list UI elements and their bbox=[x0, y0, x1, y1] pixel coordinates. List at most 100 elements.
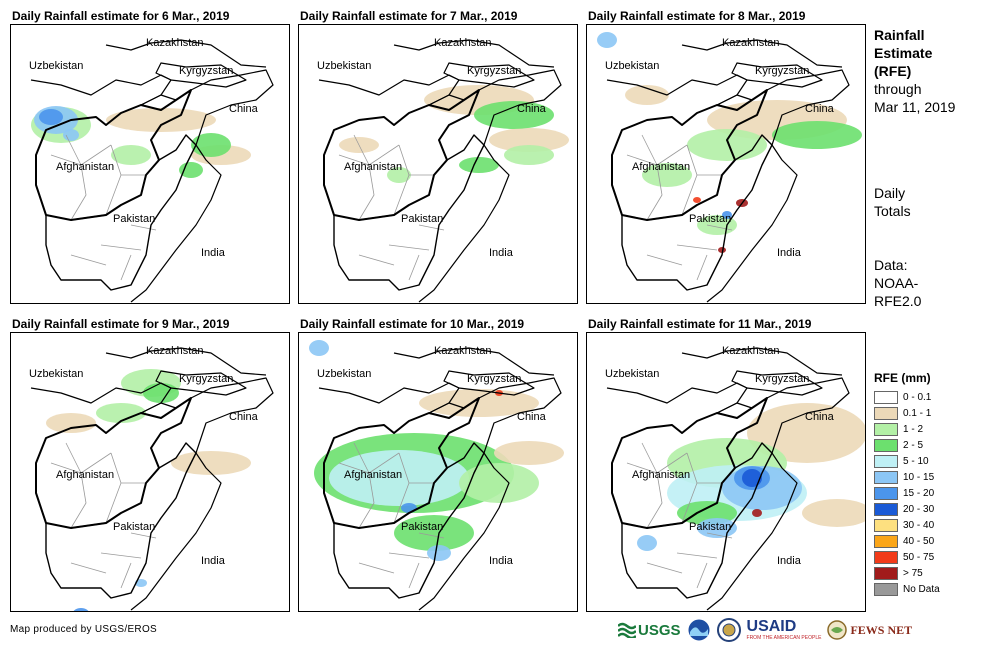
map-label-pakistan: Pakistan bbox=[401, 213, 444, 225]
fewsnet-logo: FEWS NET bbox=[827, 620, 912, 640]
province-boundary bbox=[70, 472, 87, 529]
province-boundary bbox=[100, 552, 142, 559]
map-label-uzbekistan: Uzbekistan bbox=[317, 368, 372, 380]
province-boundary bbox=[696, 562, 708, 589]
country-boundary bbox=[681, 39, 843, 68]
legend-item: 5 - 10 bbox=[874, 454, 940, 469]
credit-text: Map produced by USGS/EROS bbox=[10, 624, 158, 635]
legend-label: 1 - 2 bbox=[903, 424, 924, 435]
map-frame: Kazakhstan Uzbekistan Kyrgyzstan China Afgha… bbox=[10, 24, 290, 304]
map-label-china: China bbox=[805, 103, 834, 115]
side-title-line: Rainfall bbox=[874, 27, 925, 43]
province-boundary bbox=[70, 562, 107, 574]
rainfall-area bbox=[329, 450, 469, 506]
fewsnet-text: FEWS NET bbox=[850, 622, 913, 637]
legend-swatch bbox=[874, 519, 898, 532]
rainfall-area bbox=[637, 535, 657, 551]
rainfall-area bbox=[802, 499, 865, 527]
map-label-india: India bbox=[489, 247, 513, 259]
rainfall-area bbox=[63, 129, 79, 141]
legend-swatch bbox=[874, 439, 898, 452]
map-label-afghanistan: Afghanistan bbox=[632, 161, 691, 173]
legend-title: RFE (mm) bbox=[874, 371, 931, 385]
map-label-kyrgyzstan: Kyrgyzstan bbox=[755, 373, 810, 385]
map-label-uzbekistan: Uzbekistan bbox=[317, 60, 372, 72]
pakistan-boundary bbox=[333, 134, 485, 291]
province-boundary bbox=[70, 254, 107, 266]
side-through: through bbox=[874, 81, 922, 97]
side-data-line: RFE2.0 bbox=[874, 293, 922, 309]
legend-label: 15 - 20 bbox=[903, 488, 935, 499]
province-boundary bbox=[408, 562, 420, 589]
province-boundary bbox=[358, 164, 375, 221]
rainfall-area bbox=[401, 503, 417, 513]
country-boundary bbox=[105, 347, 267, 376]
map-graphic bbox=[30, 39, 274, 303]
legend-swatch bbox=[874, 503, 898, 516]
rainfall-panel-3: Daily Rainfall estimate for 8 Mar., 2019… bbox=[586, 8, 866, 304]
panel-title: Daily Rainfall estimate for 10 Mar., 201… bbox=[300, 317, 525, 331]
usgs-wave-icon bbox=[618, 622, 636, 638]
map-label-uzbekistan: Uzbekistan bbox=[29, 368, 84, 380]
legend-item: > 75 bbox=[874, 566, 940, 581]
side-title-line: (RFE) bbox=[874, 63, 912, 79]
rainfall-area bbox=[419, 389, 539, 417]
province-boundary bbox=[65, 442, 82, 474]
country-boundary bbox=[393, 347, 555, 376]
noaa-emblem-icon bbox=[687, 618, 711, 642]
map-label-uzbekistan: Uzbekistan bbox=[29, 60, 84, 72]
province-boundary bbox=[646, 472, 663, 529]
legend-label: 10 - 15 bbox=[903, 472, 935, 483]
rainfall-area bbox=[625, 85, 669, 105]
rainfall-area bbox=[718, 247, 726, 253]
legend-swatch bbox=[874, 535, 898, 548]
side-daily-totals: Daily Totals bbox=[874, 184, 911, 220]
rainfall-area bbox=[394, 515, 474, 551]
rainfall-area bbox=[135, 579, 147, 587]
legend-item: 0.1 - 1 bbox=[874, 406, 940, 421]
map-label-afghanistan: Afghanistan bbox=[56, 161, 115, 173]
country-boundary bbox=[175, 69, 274, 146]
legend-swatch bbox=[874, 423, 898, 436]
fewsnet-globe-icon bbox=[827, 620, 848, 640]
province-boundary bbox=[408, 254, 420, 281]
map-label-kyrgyzstan: Kyrgyzstan bbox=[179, 65, 234, 77]
side-title: Rainfall Estimate (RFE) through Mar 11, … bbox=[874, 26, 955, 116]
map-label-india: India bbox=[201, 555, 225, 567]
country-boundary bbox=[418, 144, 510, 303]
province-boundary bbox=[646, 254, 683, 266]
map-label-china: China bbox=[517, 103, 546, 115]
map-label-india: India bbox=[777, 247, 801, 259]
map-label-pakistan: Pakistan bbox=[689, 521, 732, 533]
legend-label: 0 - 0.1 bbox=[903, 392, 932, 403]
country-boundary bbox=[751, 69, 850, 146]
rainfall-area bbox=[504, 145, 554, 165]
map-label-kyrgyzstan: Kyrgyzstan bbox=[467, 65, 522, 77]
pakistan-boundary bbox=[45, 442, 197, 599]
rainfall-area bbox=[459, 463, 539, 503]
legend-label: > 75 bbox=[903, 568, 923, 579]
legend-label: No Data bbox=[903, 584, 940, 595]
rainfall-area bbox=[597, 32, 617, 48]
panel-title: Daily Rainfall estimate for 9 Mar., 2019 bbox=[12, 317, 230, 331]
map-label-afghanistan: Afghanistan bbox=[632, 469, 691, 481]
rainfall-area bbox=[73, 608, 89, 611]
province-boundary bbox=[388, 552, 430, 559]
rainfall-area bbox=[179, 162, 203, 178]
province-boundary bbox=[358, 254, 395, 266]
map-label-kazakhstan: Kazakhstan bbox=[146, 37, 204, 49]
legend-swatch bbox=[874, 567, 898, 580]
rainfall-area bbox=[474, 101, 554, 129]
legend-swatch bbox=[874, 487, 898, 500]
pakistan-boundary bbox=[333, 442, 485, 599]
map-label-india: India bbox=[489, 555, 513, 567]
legend-label: 2 - 5 bbox=[903, 440, 924, 451]
rainfall-area bbox=[39, 109, 63, 125]
side-daily-line: Totals bbox=[874, 203, 911, 219]
panel-title: Daily Rainfall estimate for 8 Mar., 2019 bbox=[588, 9, 806, 23]
map-label-kyrgyzstan: Kyrgyzstan bbox=[755, 65, 810, 77]
country-boundary bbox=[130, 452, 222, 611]
rainfall-area bbox=[46, 413, 96, 433]
legend-item: 40 - 50 bbox=[874, 534, 940, 549]
panel-title: Daily Rainfall estimate for 7 Mar., 2019 bbox=[300, 9, 518, 23]
